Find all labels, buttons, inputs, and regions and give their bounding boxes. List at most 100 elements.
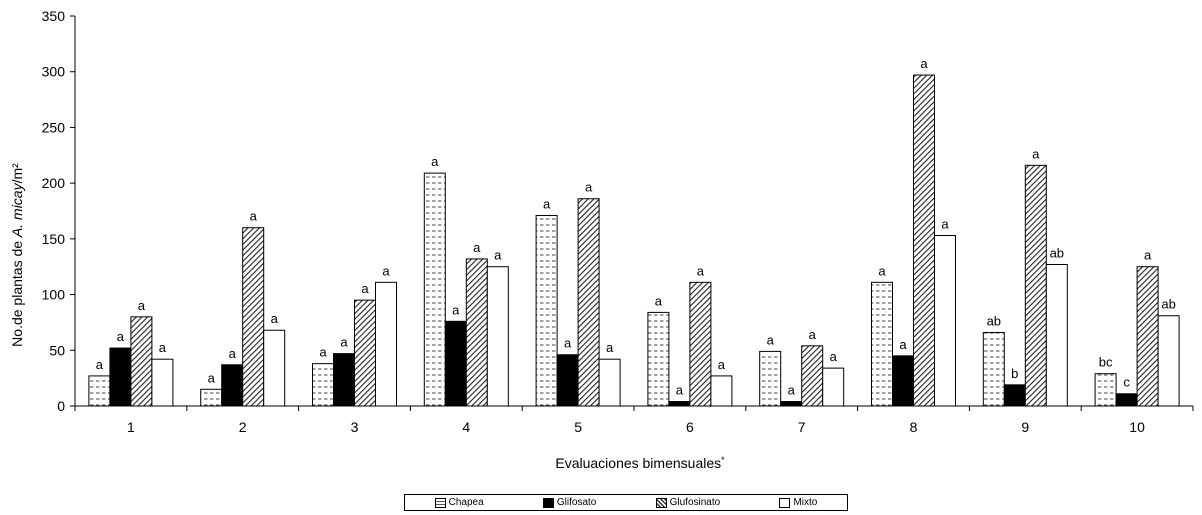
data-label: a (878, 263, 886, 278)
y-tick-label: 100 (42, 287, 66, 303)
bar-glifosato-3 (333, 353, 355, 407)
data-label: a (809, 327, 817, 342)
data-label: ab (1161, 297, 1175, 312)
data-label: a (543, 196, 551, 211)
legend-label: Glifosato (556, 497, 597, 508)
data-label: a (920, 56, 928, 71)
y-tick-label: 300 (42, 64, 66, 80)
x-axis-label: Evaluaciones bimensuales* (555, 455, 725, 471)
bar-glufosinato-5 (577, 198, 600, 407)
data-label: a (431, 154, 439, 169)
legend-label: Glufosinato (669, 497, 721, 508)
x-tick-label: 4 (462, 419, 470, 435)
data-label: a (473, 240, 481, 255)
data-label: a (208, 370, 216, 385)
data-label: a (361, 281, 369, 296)
x-tick-label: 2 (239, 419, 247, 435)
data-label: a (138, 298, 146, 313)
bar-glufosinato-10 (1136, 266, 1159, 407)
bar-chapea-2 (200, 388, 223, 407)
chapea-swatch (434, 497, 446, 508)
legend-label: Chapea (448, 497, 484, 508)
bar-glifosato-4 (444, 320, 467, 407)
data-label: b (1011, 366, 1018, 381)
bar-glifosato-1 (109, 347, 132, 407)
bar-glifosato-5 (556, 354, 579, 407)
data-label: a (899, 337, 907, 352)
data-label: a (340, 335, 348, 350)
bar-glufosinato-3 (354, 299, 376, 407)
y-tick-label: 350 (42, 8, 66, 24)
y-axis-label: No.de plantas de A. micay/m² (9, 163, 25, 347)
data-label: a (319, 345, 327, 360)
glufosinato-swatch (655, 497, 667, 508)
bar-glufosinato-4 (465, 258, 488, 407)
bar-glifosato-10 (1115, 393, 1138, 407)
bar-glufosinato-7 (801, 345, 824, 407)
data-label: a (229, 346, 237, 361)
y-tick-label: 250 (42, 119, 66, 135)
data-label: a (606, 340, 614, 355)
data-label: a (941, 217, 949, 232)
legend: Chapea Glifosato Glufosinato Mixto (404, 494, 848, 511)
bar-mixto-1 (151, 358, 174, 407)
data-label: a (96, 357, 104, 372)
bar-glufosinato-6 (689, 281, 712, 407)
x-tick-label: 5 (574, 419, 582, 435)
x-tick-label: 6 (686, 419, 694, 435)
data-label: a (1032, 146, 1040, 161)
bar-chapea-6 (647, 311, 670, 407)
data-label: a (382, 263, 390, 278)
data-label: a (250, 209, 258, 224)
bar-chapea-1 (88, 375, 111, 407)
bar-glifosato-9 (1003, 384, 1026, 407)
data-label: a (830, 349, 838, 364)
bar-glifosato-6 (668, 401, 691, 407)
y-tick-label: 50 (49, 342, 65, 358)
data-label: ab (1050, 245, 1064, 260)
data-label: a (697, 263, 705, 278)
data-label: a (159, 340, 167, 355)
bar-mixto-10 (1157, 315, 1180, 407)
data-label: a (452, 302, 460, 317)
bar-mixto-2 (263, 329, 286, 407)
bar-mixto-7 (822, 367, 845, 407)
legend-item-mixto: Mixto (779, 497, 817, 508)
data-label: a (585, 180, 593, 195)
data-label: a (655, 293, 663, 308)
bar-glufosinato-8 (913, 74, 935, 407)
bar-chapea-9 (982, 331, 1005, 407)
x-tick-label: 8 (910, 419, 918, 435)
legend-item-glufosinato: Glufosinato (655, 497, 721, 508)
data-label: a (788, 383, 796, 398)
data-label: ab (987, 313, 1001, 328)
bar-chapea-3 (312, 363, 334, 407)
x-tick-label: 10 (1129, 419, 1145, 435)
bar-chapea-4 (423, 172, 446, 407)
y-tick-label: 200 (42, 175, 66, 191)
data-label: a (676, 383, 684, 398)
data-label: a (564, 336, 572, 351)
data-label: a (271, 311, 279, 326)
bar-glifosato-7 (780, 401, 803, 407)
bar-mixto-5 (598, 358, 621, 407)
legend-item-glifosato: Glifosato (542, 497, 597, 508)
bar-glufosinato-1 (130, 316, 153, 407)
data-label: c (1123, 375, 1130, 390)
data-label: a (494, 248, 502, 263)
data-label: a (117, 329, 125, 344)
data-label: a (767, 332, 775, 347)
bar-chapea-7 (759, 350, 782, 407)
bar-mixto-3 (375, 281, 397, 407)
x-tick-label: 7 (798, 419, 806, 435)
bars (88, 74, 1180, 407)
legend-item-chapea: Chapea (434, 497, 484, 508)
data-label: a (1144, 248, 1152, 263)
y-tick-label: 150 (42, 231, 66, 247)
x-tick-label: 9 (1021, 419, 1029, 435)
x-tick-label: 3 (351, 419, 359, 435)
bar-mixto-9 (1045, 263, 1068, 407)
x-tick-label: 1 (127, 419, 135, 435)
